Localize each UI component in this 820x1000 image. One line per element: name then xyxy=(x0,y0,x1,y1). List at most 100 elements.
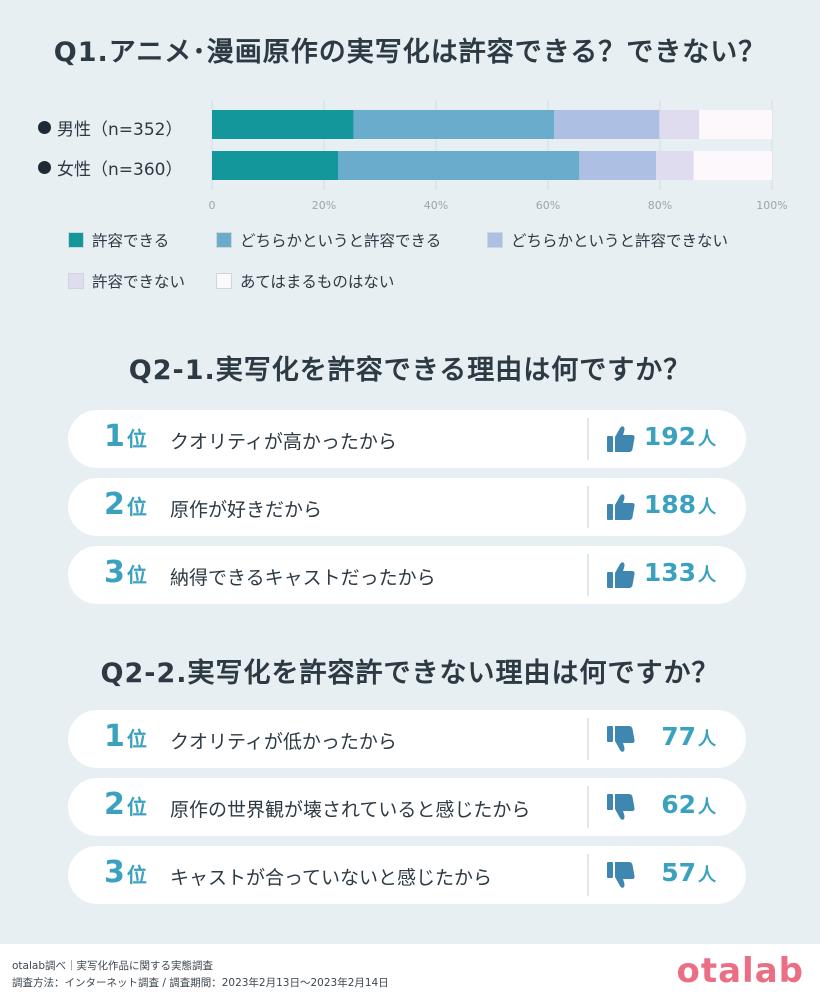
count-unit: 人 xyxy=(698,865,716,886)
reason-text: クオリティが高かったから xyxy=(170,431,397,453)
row-label-male: 男性（n=352） xyxy=(38,115,182,140)
ranking-card: 3 位 納得できるキャストだったから 133 人 xyxy=(68,546,746,604)
ranking-card: 1 位 クオリティが低かったから 77 人 xyxy=(68,710,746,768)
bar-segment xyxy=(554,110,660,139)
count-value: 188 xyxy=(643,490,696,519)
legend-label: 許容できない xyxy=(92,273,186,291)
respondent-count: 192 人 xyxy=(644,422,716,451)
legend-label: あてはまるものはない xyxy=(240,273,395,291)
bar-segment xyxy=(579,151,657,180)
footer xyxy=(0,944,820,1000)
x-tick-label: 60% xyxy=(536,199,560,212)
rank-unit: 位 xyxy=(126,495,147,519)
stacked-bar-chart: 0 20% 40% 60% 80% 100% xyxy=(209,100,788,212)
reason-text: 納得できるキャストだったから xyxy=(170,567,436,589)
bar-segment xyxy=(353,110,555,139)
legend-item: どちらかというと許容できる xyxy=(216,229,441,251)
respondent-count: 77 人 xyxy=(661,722,716,751)
count-unit: 人 xyxy=(698,797,716,818)
thumbs-down-icon xyxy=(605,859,637,891)
footer-method: 調査方法：インターネット調査 / 調査期間：2023年2月13日〜2023年2月… xyxy=(12,977,389,989)
rank-unit: 位 xyxy=(126,563,147,587)
thumbs-up-icon xyxy=(605,559,637,591)
row-label-text: 男性（n=352） xyxy=(57,120,183,140)
bar-segment xyxy=(693,151,772,180)
reason-text: キャストが合っていないと感じたから xyxy=(170,867,493,889)
rank-unit: 位 xyxy=(126,427,147,451)
x-tick-label: 20% xyxy=(312,199,336,212)
legend-item: 許容できない xyxy=(68,270,185,292)
footer-source: otalab調べ｜実写化作品に関する実態調査 xyxy=(12,960,213,972)
divider xyxy=(587,786,589,828)
count-value: 192 xyxy=(643,422,696,451)
respondent-count: 62 人 xyxy=(661,790,716,819)
rank-value: 2 xyxy=(104,487,125,522)
count-unit: 人 xyxy=(698,497,716,518)
bullet-dot xyxy=(38,121,51,134)
x-tick-label: 100% xyxy=(756,199,787,212)
bullet-dot xyxy=(38,161,51,174)
ranking-card: 2 位 原作の世界観が壊されていると感じたから 62 人 xyxy=(68,778,746,836)
rank-unit: 位 xyxy=(126,863,147,887)
ranking-card: 2 位 原作が好きだから 188 人 xyxy=(68,478,746,536)
reason-text: クオリティが低かったから xyxy=(170,731,397,753)
x-tick-label: 80% xyxy=(648,199,672,212)
divider xyxy=(587,554,589,596)
ranking-card: 3 位 キャストが合っていないと感じたから 57 人 xyxy=(68,846,746,904)
legend-swatch xyxy=(216,232,232,248)
count-value: 62 xyxy=(661,790,696,819)
row-label-text: 女性（n=360） xyxy=(57,160,183,180)
respondent-count: 188 人 xyxy=(644,490,716,519)
thumbs-down-icon xyxy=(605,723,637,755)
legend-label: どちらかというと許容できる xyxy=(240,232,442,250)
rank-unit: 位 xyxy=(126,795,147,819)
count-unit: 人 xyxy=(698,729,716,750)
count-value: 77 xyxy=(661,722,696,751)
q21-title: Q2-1.実写化を許容できる理由は何ですか？ xyxy=(128,355,692,386)
legend-swatch xyxy=(68,232,84,248)
count-value: 133 xyxy=(643,558,696,587)
ranking-card: 1 位 クオリティが高かったから 192 人 xyxy=(68,410,746,468)
divider xyxy=(587,854,589,896)
legend-item: どちらかというと許容できない xyxy=(487,229,728,251)
divider xyxy=(587,486,589,528)
respondent-count: 57 人 xyxy=(661,858,716,887)
legend-label: 許容できる xyxy=(92,232,170,250)
rank-value: 3 xyxy=(104,855,125,890)
x-tick-label: 40% xyxy=(424,199,448,212)
divider xyxy=(587,718,589,760)
legend-item: 許容できる xyxy=(68,229,169,251)
q1-title: Q1.アニメ･漫画原作の実写化は許容できる？できない？ xyxy=(53,37,767,68)
count-unit: 人 xyxy=(698,429,716,450)
legend-swatch xyxy=(68,273,84,289)
bar-segment xyxy=(699,110,772,139)
thumbs-up-icon xyxy=(605,491,637,523)
rank-value: 3 xyxy=(104,555,125,590)
row-label-female: 女性（n=360） xyxy=(38,155,182,180)
thumbs-up-icon xyxy=(605,423,637,455)
bar-segment xyxy=(338,151,580,180)
divider xyxy=(587,418,589,460)
x-tick-label: 0 xyxy=(209,199,216,212)
bar-segment xyxy=(212,110,354,139)
rank-unit: 位 xyxy=(126,727,147,751)
rank-value: 2 xyxy=(104,787,125,822)
count-value: 57 xyxy=(661,858,696,887)
bar-segment xyxy=(659,110,700,139)
otalab-logo: otalab xyxy=(676,951,804,991)
legend-swatch xyxy=(487,232,503,248)
legend-item: あてはまるものはない xyxy=(216,270,394,292)
count-unit: 人 xyxy=(698,565,716,586)
rank-value: 1 xyxy=(104,719,125,754)
rank-value: 1 xyxy=(104,419,125,454)
bar-segment xyxy=(656,151,694,180)
bar-segment xyxy=(212,151,338,180)
legend-swatch xyxy=(216,273,232,289)
reason-text: 原作の世界観が壊されていると感じたから xyxy=(170,799,531,821)
